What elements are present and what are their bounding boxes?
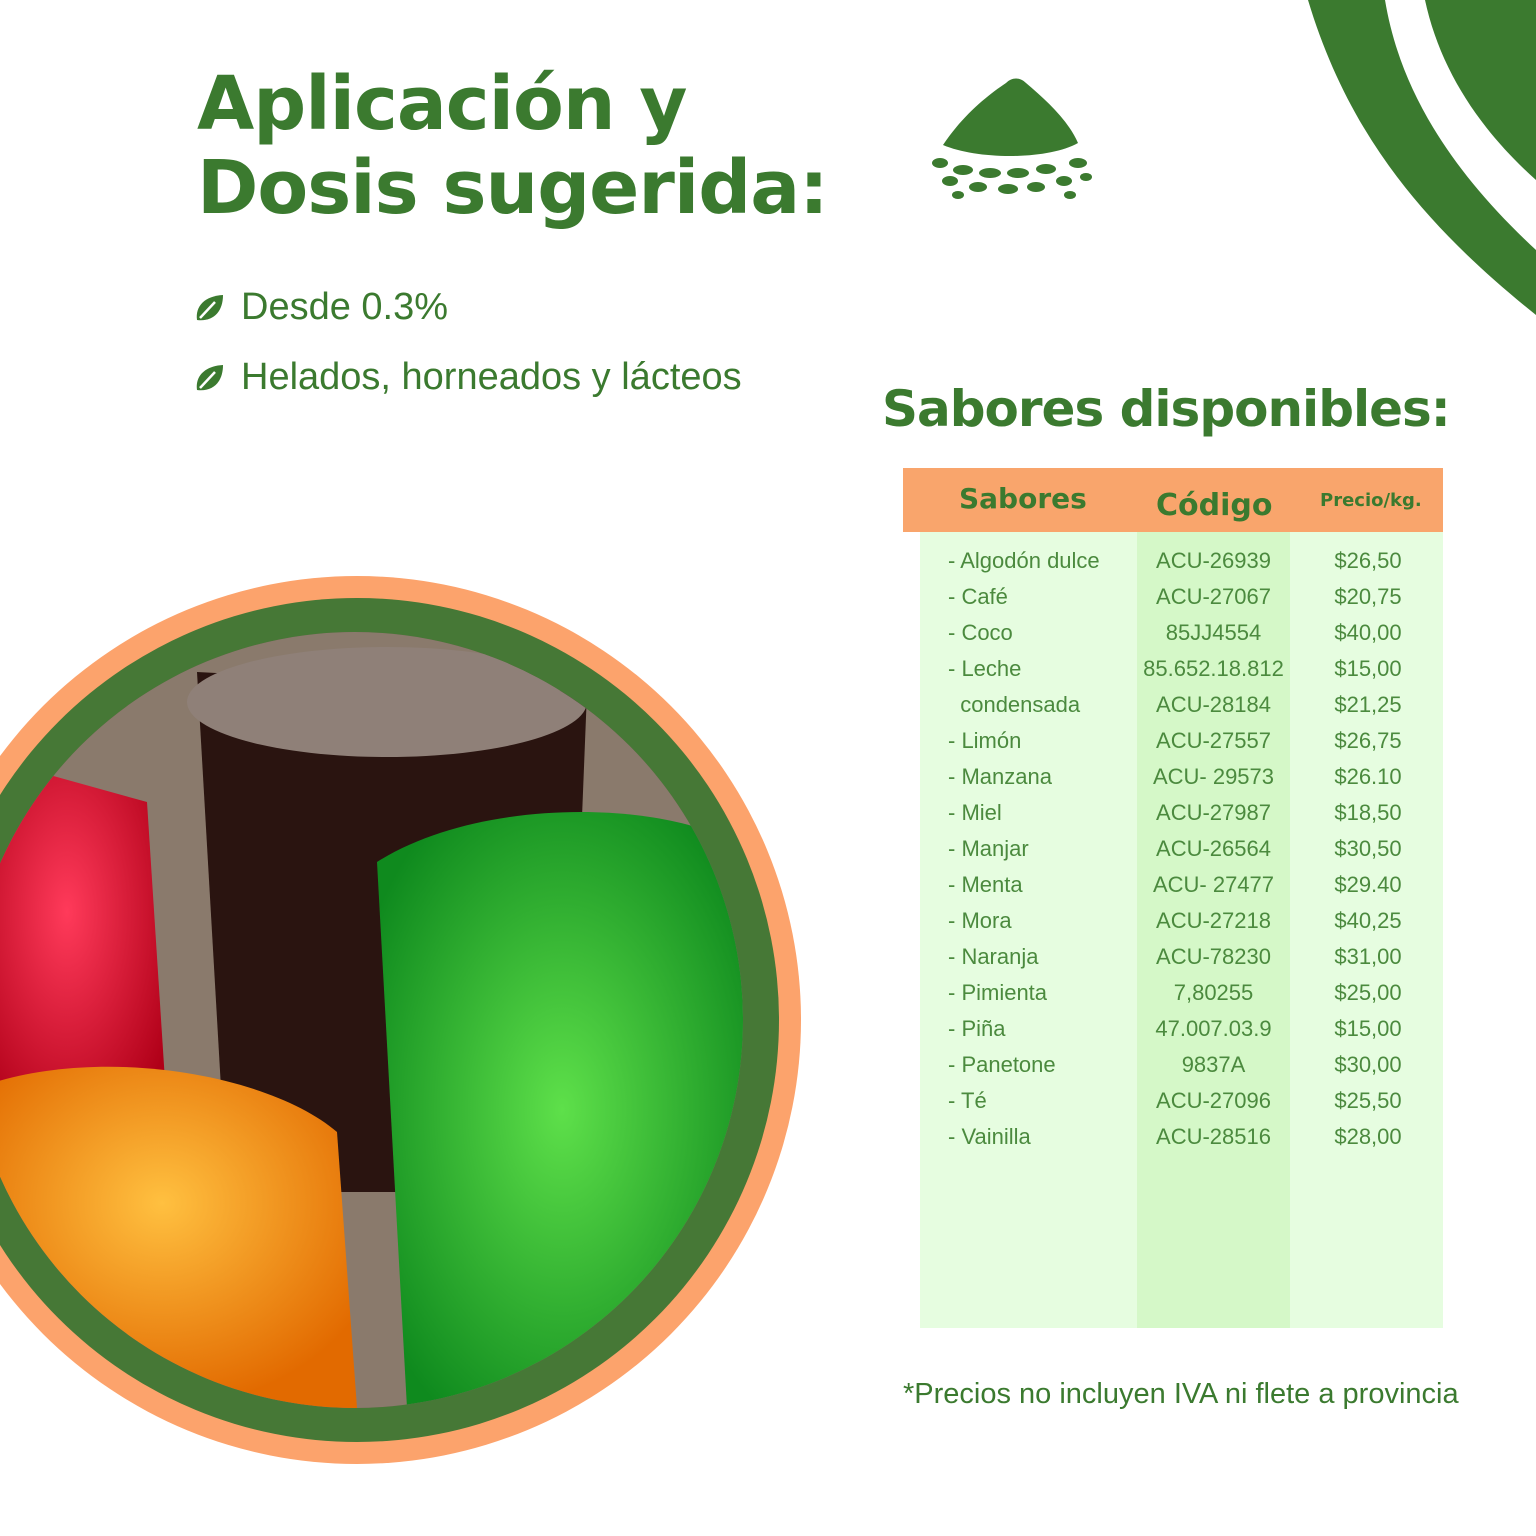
table-row: - Limón ACU-27557 $26,75 xyxy=(0,724,1536,760)
table-row: - Naranja ACU-78230 $31,00 xyxy=(0,940,1536,976)
flavor-price: $20,75 xyxy=(1334,584,1402,609)
table-row: - Algodón dulce ACU-26939 $26,50 xyxy=(0,544,1536,580)
flavor-name: - Manzana xyxy=(948,764,1052,789)
flavor-code: ACU-27096 xyxy=(1156,1088,1271,1113)
footnote: *Precios no incluyen IVA ni flete a prov… xyxy=(903,1378,1459,1410)
flavor-price: $31,00 xyxy=(1334,944,1402,969)
column-header-codigo: Código xyxy=(1156,488,1273,523)
flavor-name: - Té xyxy=(948,1088,987,1113)
table-row: - Manzana ACU- 29573 $26.10 xyxy=(0,760,1536,796)
bullet-item: Helados, horneados y lácteos xyxy=(193,356,742,399)
flavor-code: 85JJ4554 xyxy=(1165,620,1262,645)
flavor-price: $40,25 xyxy=(1334,908,1402,933)
flavor-name: - Menta xyxy=(948,872,1023,897)
flavor-code: 9837A xyxy=(1181,1052,1246,1077)
flavor-code: ACU-26939 xyxy=(1156,548,1271,573)
flavor-name: - Pimienta xyxy=(948,980,1048,1005)
table-header: Sabores Código Precio/kg. xyxy=(903,468,1443,532)
flavor-price: $18,50 xyxy=(1334,800,1402,825)
table-row: - Té ACU-27096 $25,50 xyxy=(0,1084,1536,1120)
column-header-sabores: Sabores xyxy=(959,482,1087,515)
flavor-code: ACU-78230 xyxy=(1156,944,1271,969)
flavor-price: $26,75 xyxy=(1334,728,1402,753)
title-line-2: Dosis sugerida: xyxy=(197,145,829,231)
flavor-name: - Miel xyxy=(948,800,1002,825)
flavor-price: $21,25 xyxy=(1334,692,1402,717)
table-row: - Menta ACU- 27477 $29.40 xyxy=(0,868,1536,904)
flavor-name: - Manjar xyxy=(948,836,1029,861)
table-row: - Piña 47.007.03.9 $15,00 xyxy=(0,1012,1536,1048)
flavor-price: $25,00 xyxy=(1334,980,1402,1005)
flavor-name: - Café xyxy=(948,584,1008,609)
leaf-icon xyxy=(196,364,223,390)
table-row: - Panetone 9837A $30,00 xyxy=(0,1048,1536,1084)
flavor-name: - Piña xyxy=(948,1016,1006,1041)
flavor-code: ACU- 27477 xyxy=(1152,872,1275,897)
flavor-code: ACU-26564 xyxy=(1156,836,1271,861)
flavor-name: - Panetone xyxy=(948,1052,1056,1077)
flavor-price: $29.40 xyxy=(1334,872,1402,897)
bullet-text: Helados, horneados y lácteos xyxy=(241,356,742,398)
flavor-price: $40,00 xyxy=(1334,620,1402,645)
flavor-code: 85.652.18.812 xyxy=(1143,656,1284,681)
section-title: Sabores disponibles: xyxy=(882,380,1451,438)
flavor-price: $26,50 xyxy=(1334,548,1402,573)
flavor-price: $28,00 xyxy=(1334,1124,1402,1149)
bullet-text: Desde 0.3% xyxy=(241,286,449,328)
flavor-code: 7,80255 xyxy=(1173,980,1254,1005)
flavor-price: $26.10 xyxy=(1334,764,1402,789)
flavor-code: ACU- 29573 xyxy=(1152,764,1275,789)
table-row: - Mora ACU-27218 $40,25 xyxy=(0,904,1536,940)
flavor-name: - Leche xyxy=(948,656,1022,681)
decorative-arcs xyxy=(1308,0,1536,315)
flavor-price: $25,50 xyxy=(1334,1088,1402,1113)
flavor-name: - Limón xyxy=(948,728,1022,753)
flavor-name: - Algodón dulce xyxy=(948,548,1100,573)
table-row: - Coco 85JJ4554 $40,00 xyxy=(0,616,1536,652)
drinks-photo xyxy=(0,632,743,1408)
flavor-code: ACU-28184 xyxy=(1156,692,1271,717)
flavor-code: ACU-27557 xyxy=(1156,728,1271,753)
flavor-price: $15,00 xyxy=(1334,1016,1402,1041)
table-row: - Pimienta 7,80255 $25,00 xyxy=(0,976,1536,1012)
flavor-code: ACU-27218 xyxy=(1156,908,1271,933)
column-header-precio: Precio/kg. xyxy=(1320,490,1422,511)
flavor-price: $15,00 xyxy=(1334,656,1402,681)
page-title: Aplicación y Dosis sugerida: xyxy=(197,61,829,231)
flavor-price: $30,00 xyxy=(1334,1052,1402,1077)
leaf-icon xyxy=(196,294,223,320)
flavor-code: ACU-27067 xyxy=(1156,584,1271,609)
table-row: - Vainilla ACU-28516 $28,00 xyxy=(0,1120,1536,1156)
flavor-code: 47.007.03.9 xyxy=(1155,1016,1272,1041)
flavor-name: - Coco xyxy=(948,620,1013,645)
code-column-bg xyxy=(1137,532,1290,1328)
bullet-item: Desde 0.3% xyxy=(193,286,448,329)
flavor-code: ACU-28516 xyxy=(1156,1124,1271,1149)
title-line-1: Aplicación y xyxy=(197,61,688,147)
flavor-code: ACU-27987 xyxy=(1156,800,1271,825)
table-row: - Manjar ACU-26564 $30,50 xyxy=(0,832,1536,868)
table-row: - Café ACU-27067 $20,75 xyxy=(0,580,1536,616)
table-row: - Miel ACU-27987 $18,50 xyxy=(0,796,1536,832)
flavor-name: condensada xyxy=(948,692,1081,717)
table-row: - Leche 85.652.18.812 $15,00 xyxy=(0,652,1536,688)
flavor-name: - Naranja xyxy=(948,944,1039,969)
flavor-name: - Mora xyxy=(948,908,1012,933)
table-row: condensada ACU-28184 $21,25 xyxy=(0,688,1536,724)
flavor-price: $30,50 xyxy=(1334,836,1402,861)
powder-pile-icon xyxy=(932,78,1092,199)
flavor-name: - Vainilla xyxy=(948,1124,1031,1149)
